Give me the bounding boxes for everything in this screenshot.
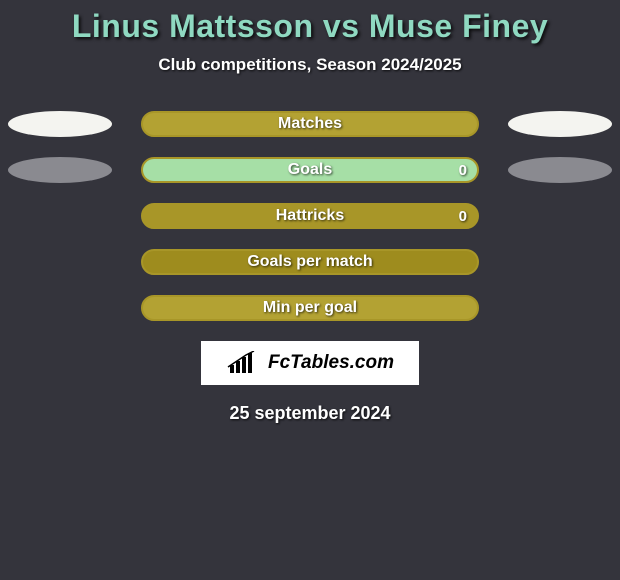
right-marker-ellipse xyxy=(508,111,612,137)
chart-title: Linus Mattsson vs Muse Finey xyxy=(0,8,620,45)
stat-row: Min per goal xyxy=(0,295,620,321)
stat-bar-hattricks: Hattricks 0 xyxy=(141,203,479,229)
stat-label: Matches xyxy=(278,115,342,133)
stat-label: Goals per match xyxy=(247,253,372,271)
watermark-text: FcTables.com xyxy=(268,352,394,374)
stat-row: Goals 0 xyxy=(0,157,620,183)
stat-bar-goals: Goals 0 xyxy=(141,157,479,183)
rows-container: Matches Goals 0 Hattricks 0 Goals per ma… xyxy=(0,111,620,321)
stat-value: 0 xyxy=(459,162,467,179)
stat-bar-matches: Matches xyxy=(141,111,479,137)
left-marker-ellipse xyxy=(8,111,112,137)
stat-row: Goals per match xyxy=(0,249,620,275)
stat-row: Matches xyxy=(0,111,620,137)
stat-value: 0 xyxy=(459,208,467,225)
chart-subtitle: Club competitions, Season 2024/2025 xyxy=(0,55,620,75)
stat-label: Goals xyxy=(288,161,332,179)
chart-date: 25 september 2024 xyxy=(0,403,620,424)
left-marker-ellipse xyxy=(8,157,112,183)
stat-bar-mpg: Min per goal xyxy=(141,295,479,321)
right-marker-ellipse xyxy=(508,157,612,183)
stat-label: Hattricks xyxy=(276,207,344,225)
stat-label: Min per goal xyxy=(263,299,357,317)
chart-icon xyxy=(226,351,262,375)
stat-bar-gpm: Goals per match xyxy=(141,249,479,275)
watermark-badge: FcTables.com xyxy=(201,341,419,385)
stat-row: Hattricks 0 xyxy=(0,203,620,229)
chart-container: Linus Mattsson vs Muse Finey Club compet… xyxy=(0,0,620,580)
